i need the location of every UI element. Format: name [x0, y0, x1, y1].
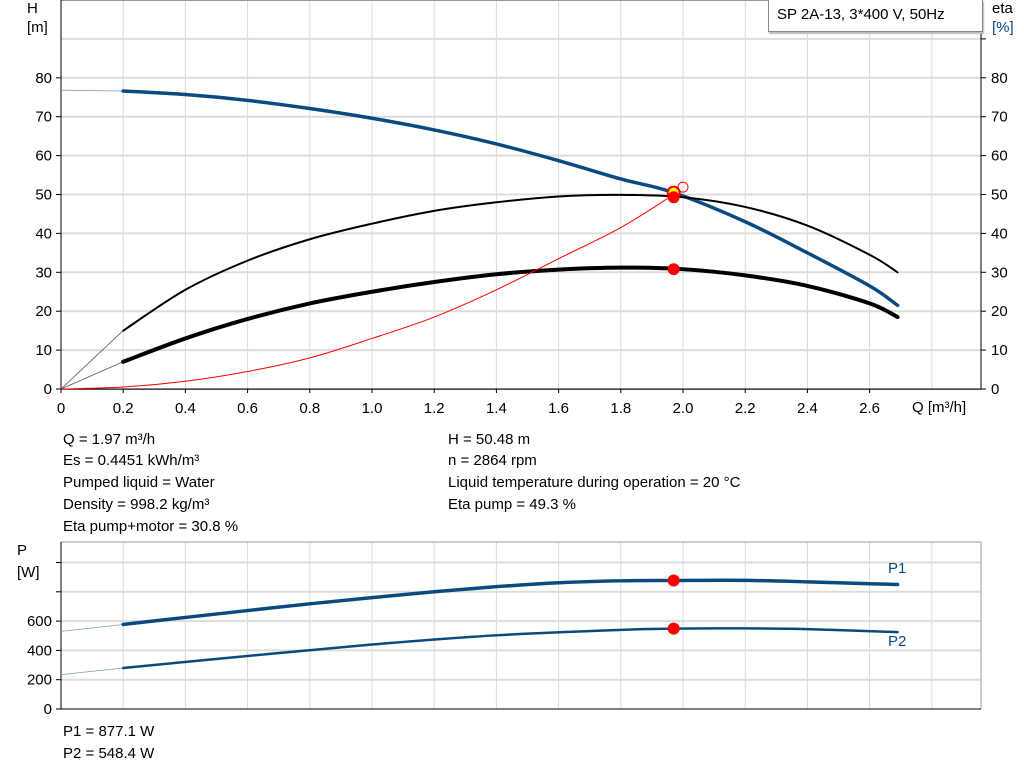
eta-tick-label: 30 [991, 264, 1008, 281]
eta-tick-label: 0 [991, 381, 999, 398]
P2-extension-line [60, 667, 124, 675]
chart-legend: SP 2A-13, 3*400 V, 50Hz [768, 0, 983, 32]
P1-curve [121, 578, 900, 627]
h-tick-label: 10 [35, 342, 52, 359]
h-tick-label: 0 [44, 381, 52, 398]
result-p1: P1 = 877.1 W [63, 723, 155, 740]
h-axis-label: H [27, 0, 38, 17]
eta-tick-label: 40 [991, 225, 1008, 242]
p-tick-label: 0 [44, 701, 52, 718]
q-tick-label: 2.0 [673, 400, 694, 417]
eta-tick-label: 70 [991, 109, 1008, 126]
duty_eta_total-marker [667, 263, 680, 276]
h-tick-label: 30 [35, 264, 52, 281]
q-tick-label: 2.6 [859, 400, 880, 417]
q-tick-label: 0.6 [237, 400, 258, 417]
P1-extension-line [60, 624, 124, 632]
p1-label: P1 [888, 560, 907, 577]
q-tick-label: 0.2 [113, 400, 134, 417]
eta_pump-extension-line [60, 330, 124, 390]
result-density: Density = 998.2 kg/m³ [63, 496, 210, 513]
h-tick-label: 60 [35, 148, 52, 165]
H-extension-line [60, 89, 124, 92]
result-p2: P2 = 548.4 W [63, 745, 155, 762]
q-tick-label: 0 [57, 400, 65, 417]
h-tick-label: 40 [35, 225, 52, 242]
h-tick-label: 70 [35, 109, 52, 126]
eta-tick-label: 60 [991, 148, 1008, 165]
q-tick-label: 1.4 [486, 400, 507, 417]
q-tick-label: 1.0 [362, 400, 383, 417]
eta-tick-label: 50 [991, 187, 1008, 204]
result-temp: Liquid temperature during operation = 20… [448, 474, 741, 491]
q-tick-label: 2.2 [735, 400, 756, 417]
eta_pump-curve [122, 193, 899, 332]
result-liquid: Pumped liquid = Water [63, 474, 215, 491]
result-h: H = 50.48 m [448, 431, 531, 448]
eta-tick-label: 80 [991, 70, 1008, 87]
result-eta-pump: Eta pump = 49.3 % [448, 496, 576, 513]
eta-tick-label: 20 [991, 303, 1008, 320]
p-axis-label: P [17, 542, 28, 559]
q-axis-label: Q [m³/h] [912, 399, 967, 416]
duty_eta_pump-marker [667, 191, 680, 204]
eta_total-curve [121, 265, 900, 364]
duty_P1-marker [667, 574, 680, 587]
h-tick-label: 50 [35, 187, 52, 204]
q-tick-label: 0.4 [175, 400, 196, 417]
eta_total-extension-line [60, 361, 124, 390]
q-tick-label: 1.2 [424, 400, 445, 417]
p2-label: P2 [888, 633, 907, 650]
h-axis-unit: [m] [27, 19, 48, 36]
duty_P2-marker [667, 622, 680, 635]
p-tick-label: 600 [27, 613, 52, 630]
result-q: Q = 1.97 m³/h [63, 431, 156, 448]
eta-axis-label: eta [992, 0, 1013, 17]
h-tick-label: 80 [35, 70, 52, 87]
requested-marker [677, 181, 689, 193]
result-eta-total: Eta pump+motor = 30.8 % [63, 518, 239, 535]
P2-curve [121, 627, 899, 670]
pump-title: SP 2A-13, 3*400 V, 50Hz [777, 6, 945, 23]
q-tick-label: 2.4 [797, 400, 818, 417]
q-tick-label: 0.8 [299, 400, 320, 417]
result-es: Es = 0.4451 kWh/m³ [63, 452, 200, 469]
power-plot-frame [60, 541, 982, 710]
q-tick-label: 1.6 [548, 400, 569, 417]
eta-tick-label: 10 [991, 342, 1008, 359]
system-curve [60, 194, 675, 390]
result-n: n = 2864 rpm [448, 452, 537, 469]
p-tick-label: 200 [27, 672, 52, 689]
p-tick-label: 400 [27, 642, 52, 659]
q-tick-label: 1.8 [610, 400, 631, 417]
h-tick-label: 20 [35, 303, 52, 320]
eta-axis-unit: [%] [992, 19, 1014, 36]
H-curve [121, 89, 900, 308]
p-axis-unit: [W] [17, 564, 40, 581]
